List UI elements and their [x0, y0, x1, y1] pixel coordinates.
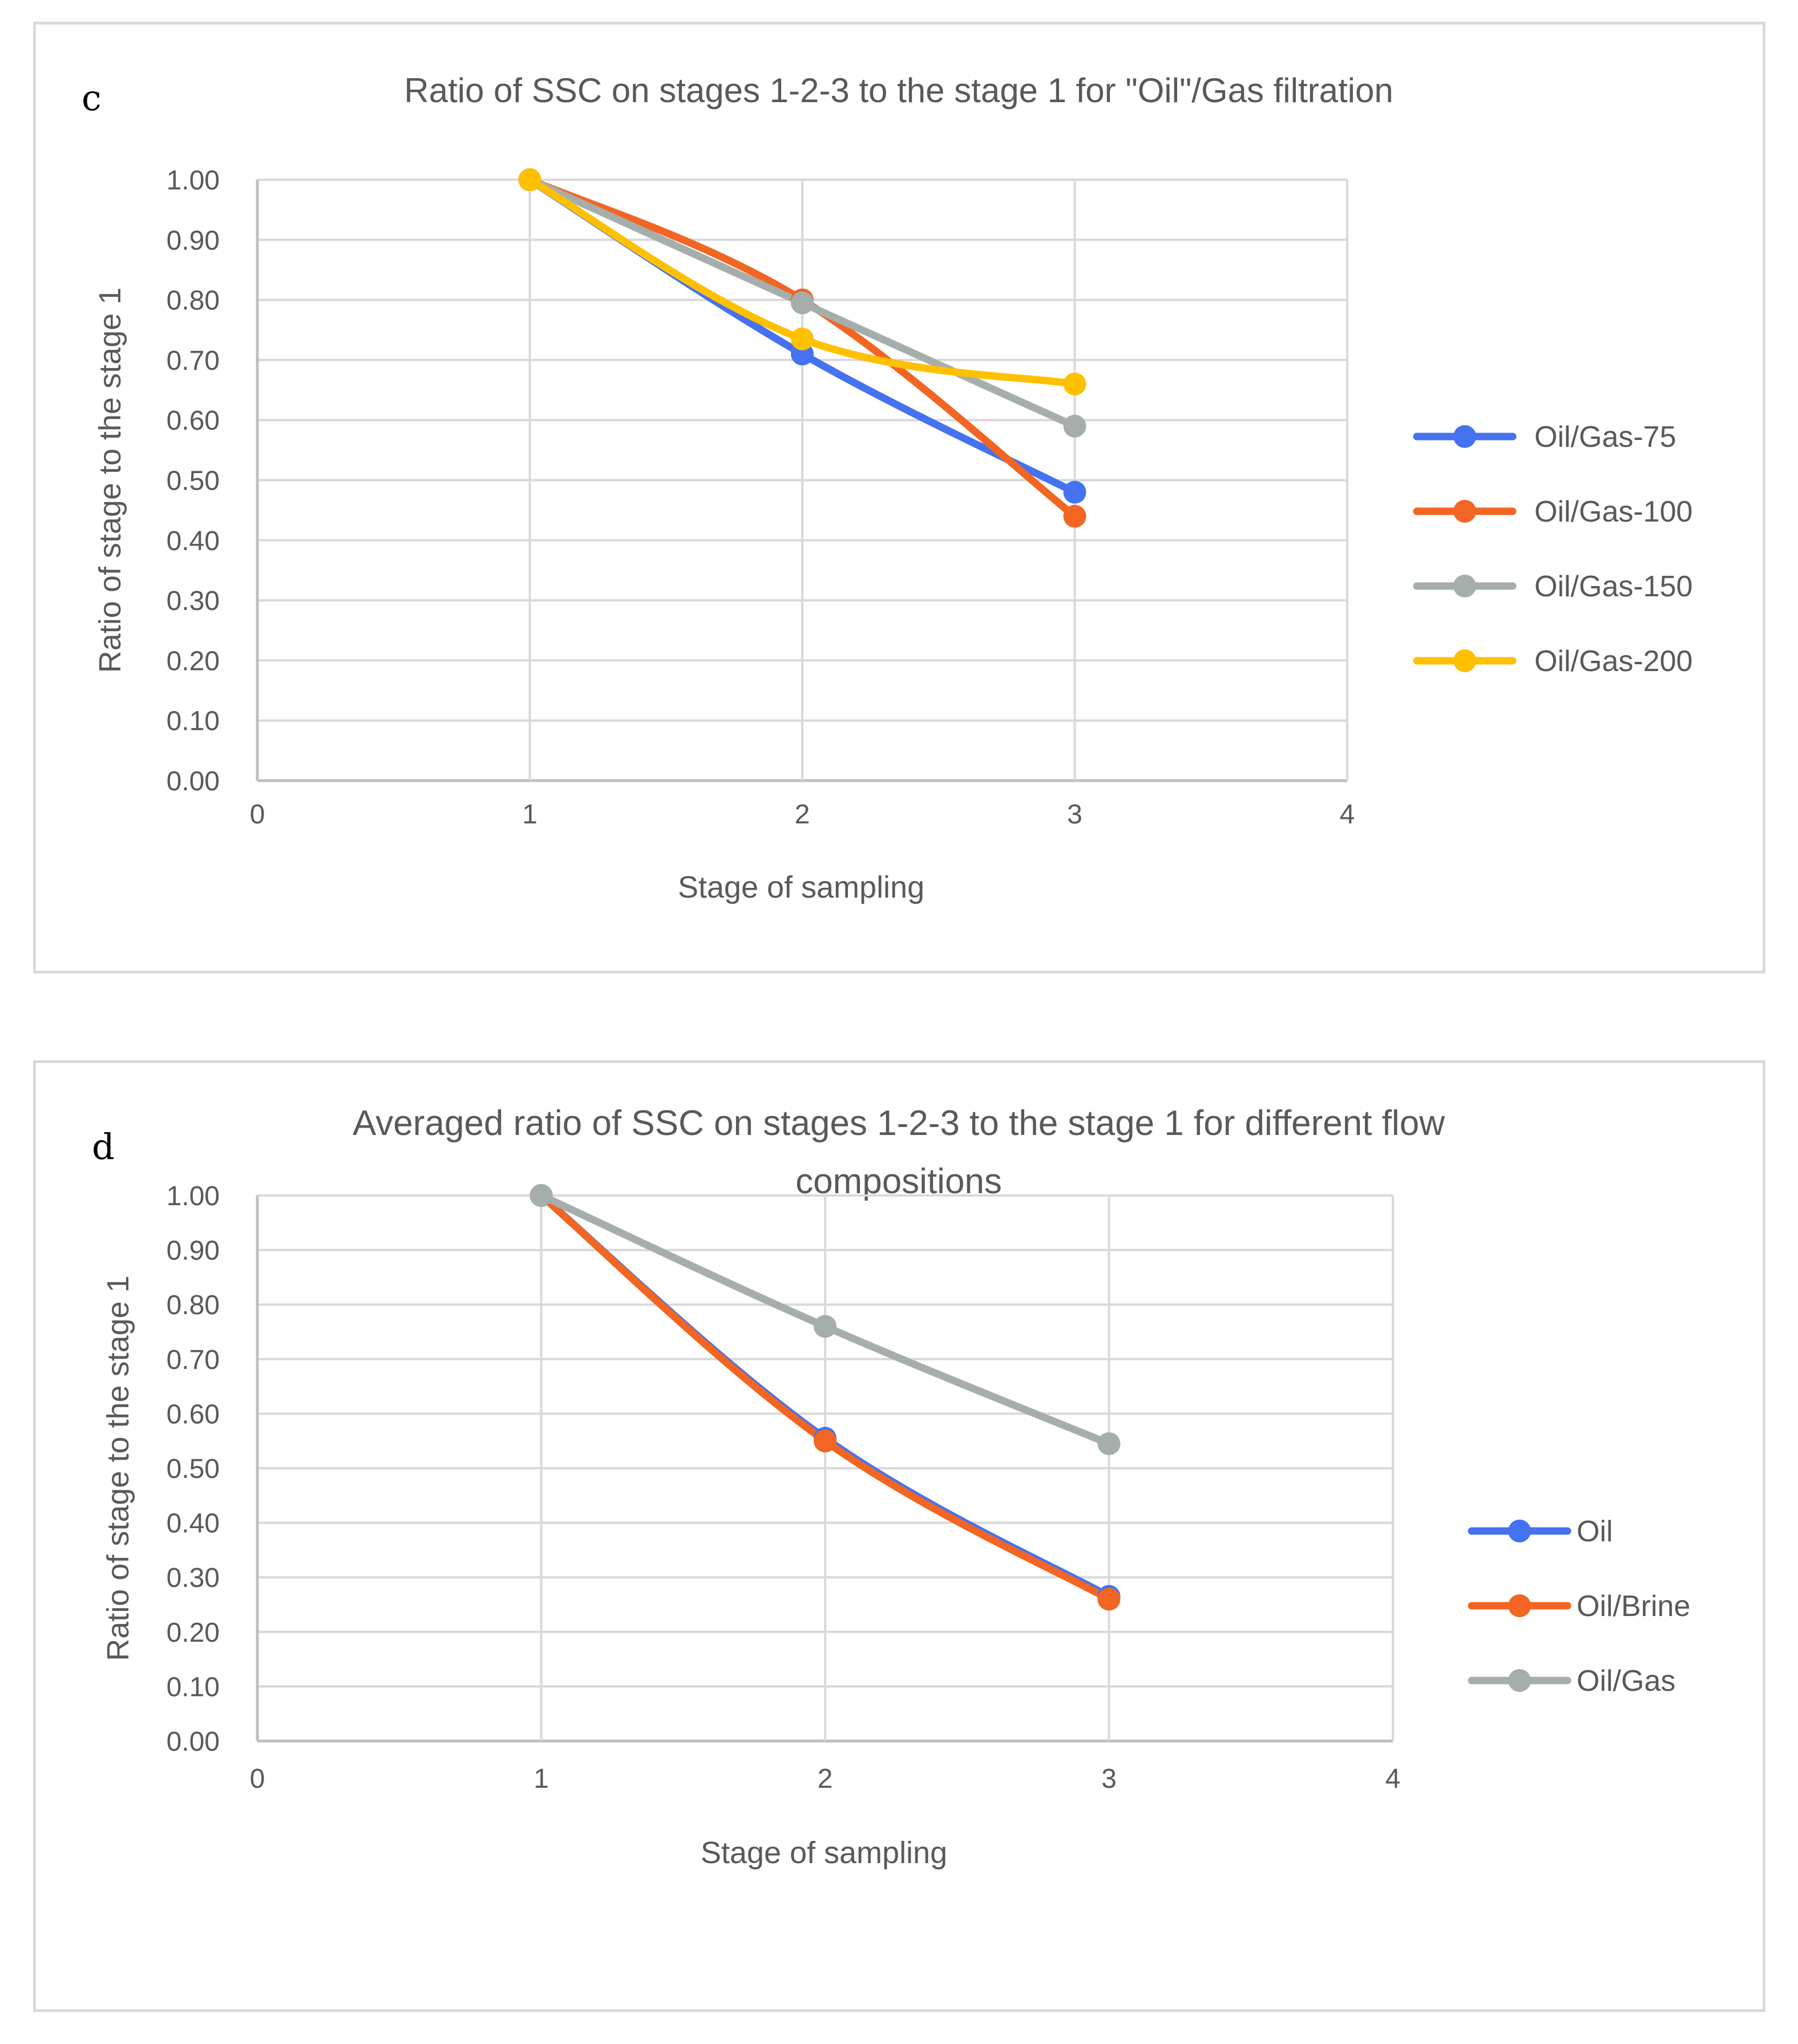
x-tick-label: 1	[522, 799, 538, 830]
data-point	[814, 1429, 837, 1453]
line-chart-c: Ratio of SSC on stages 1-2-3 to the stag…	[93, 71, 1692, 904]
legend-swatch-marker	[1453, 575, 1476, 597]
x-tick-label: 3	[1067, 799, 1082, 830]
data-point	[814, 1315, 837, 1338]
legend-entry-label: Oil/Gas-100	[1534, 495, 1692, 528]
chart-title-line: Averaged ratio of SSC on stages 1-2-3 to…	[353, 1104, 1445, 1143]
chart-title-line: Ratio of SSC on stages 1-2-3 to the stag…	[404, 71, 1393, 110]
y-tick-label: 0.90	[167, 1236, 220, 1266]
legend-entry-label: Oil/Gas-150	[1534, 570, 1692, 603]
y-axis-label: Ratio of stage to the stage 1	[93, 288, 127, 673]
y-tick-label: 0.20	[167, 1618, 220, 1648]
x-tick-label: 0	[250, 1764, 265, 1794]
x-tick-label: 4	[1385, 1764, 1401, 1794]
legend-swatch-marker	[1508, 1520, 1531, 1542]
chart-panel-c: c Ratio of SSC on stages 1-2-3 to the st…	[33, 22, 1765, 973]
line-chart-d: Averaged ratio of SSC on stages 1-2-3 to…	[101, 1104, 1690, 1870]
x-tick-label: 4	[1340, 799, 1355, 830]
legend-entry-label: Oil	[1577, 1515, 1613, 1548]
data-point	[791, 328, 814, 351]
x-tick-label: 3	[1101, 1764, 1117, 1794]
y-tick-label: 0.90	[167, 225, 220, 256]
y-tick-label: 0.80	[167, 1290, 220, 1320]
y-tick-label: 1.00	[167, 1181, 220, 1211]
y-tick-label: 0.60	[167, 406, 220, 436]
y-tick-label: 0.10	[167, 1672, 220, 1702]
legend-swatch-marker	[1453, 425, 1476, 448]
y-tick-label: 0.40	[167, 526, 220, 556]
legend-entry-label: Oil/Brine	[1577, 1590, 1690, 1623]
legend-entry-label: Oil/Gas	[1577, 1665, 1675, 1698]
y-tick-label: 0.70	[167, 346, 220, 376]
y-tick-label: 0.70	[167, 1345, 220, 1375]
y-axis-label: Ratio of stage to the stage 1	[101, 1275, 135, 1661]
data-point	[791, 291, 814, 314]
data-point	[1097, 1432, 1121, 1455]
x-tick-label: 1	[534, 1764, 549, 1794]
data-point	[1063, 373, 1086, 396]
y-tick-label: 0.10	[167, 706, 220, 737]
y-tick-label: 0.00	[167, 1727, 220, 1757]
legend-swatch-marker	[1508, 1594, 1531, 1617]
y-tick-label: 0.50	[167, 1454, 220, 1484]
legend-entry-label: Oil/Gas-75	[1534, 421, 1676, 454]
y-tick-label: 0.30	[167, 1563, 220, 1593]
y-tick-label: 0.00	[167, 766, 220, 797]
data-point	[518, 168, 542, 191]
y-tick-label: 0.50	[167, 466, 220, 496]
panel-label-d: d	[92, 1126, 115, 1168]
data-point	[1063, 480, 1086, 504]
y-tick-label: 0.30	[167, 586, 220, 616]
y-tick-label: 0.60	[167, 1399, 220, 1429]
y-tick-label: 0.40	[167, 1509, 220, 1539]
legend-swatch-marker	[1453, 649, 1476, 672]
x-tick-label: 2	[795, 799, 810, 830]
panel-label-c: c	[82, 77, 102, 119]
x-tick-label: 2	[818, 1764, 833, 1794]
data-point	[530, 1184, 553, 1207]
x-axis-label: Stage of sampling	[678, 870, 924, 904]
legend-entry-label: Oil/Gas-200	[1534, 645, 1692, 678]
legend-swatch-marker	[1508, 1669, 1531, 1692]
y-tick-label: 0.20	[167, 646, 220, 676]
legend-swatch-marker	[1453, 500, 1476, 523]
chart-panel-d: d Averaged ratio of SSC on stages 1-2-3 …	[33, 1060, 1765, 2012]
data-point	[1063, 504, 1086, 528]
data-point	[1097, 1587, 1121, 1611]
data-point	[1063, 414, 1086, 438]
x-tick-label: 0	[250, 799, 265, 830]
x-axis-label: Stage of sampling	[701, 1836, 947, 1870]
y-tick-label: 1.00	[167, 165, 220, 196]
y-tick-label: 0.80	[167, 286, 220, 316]
